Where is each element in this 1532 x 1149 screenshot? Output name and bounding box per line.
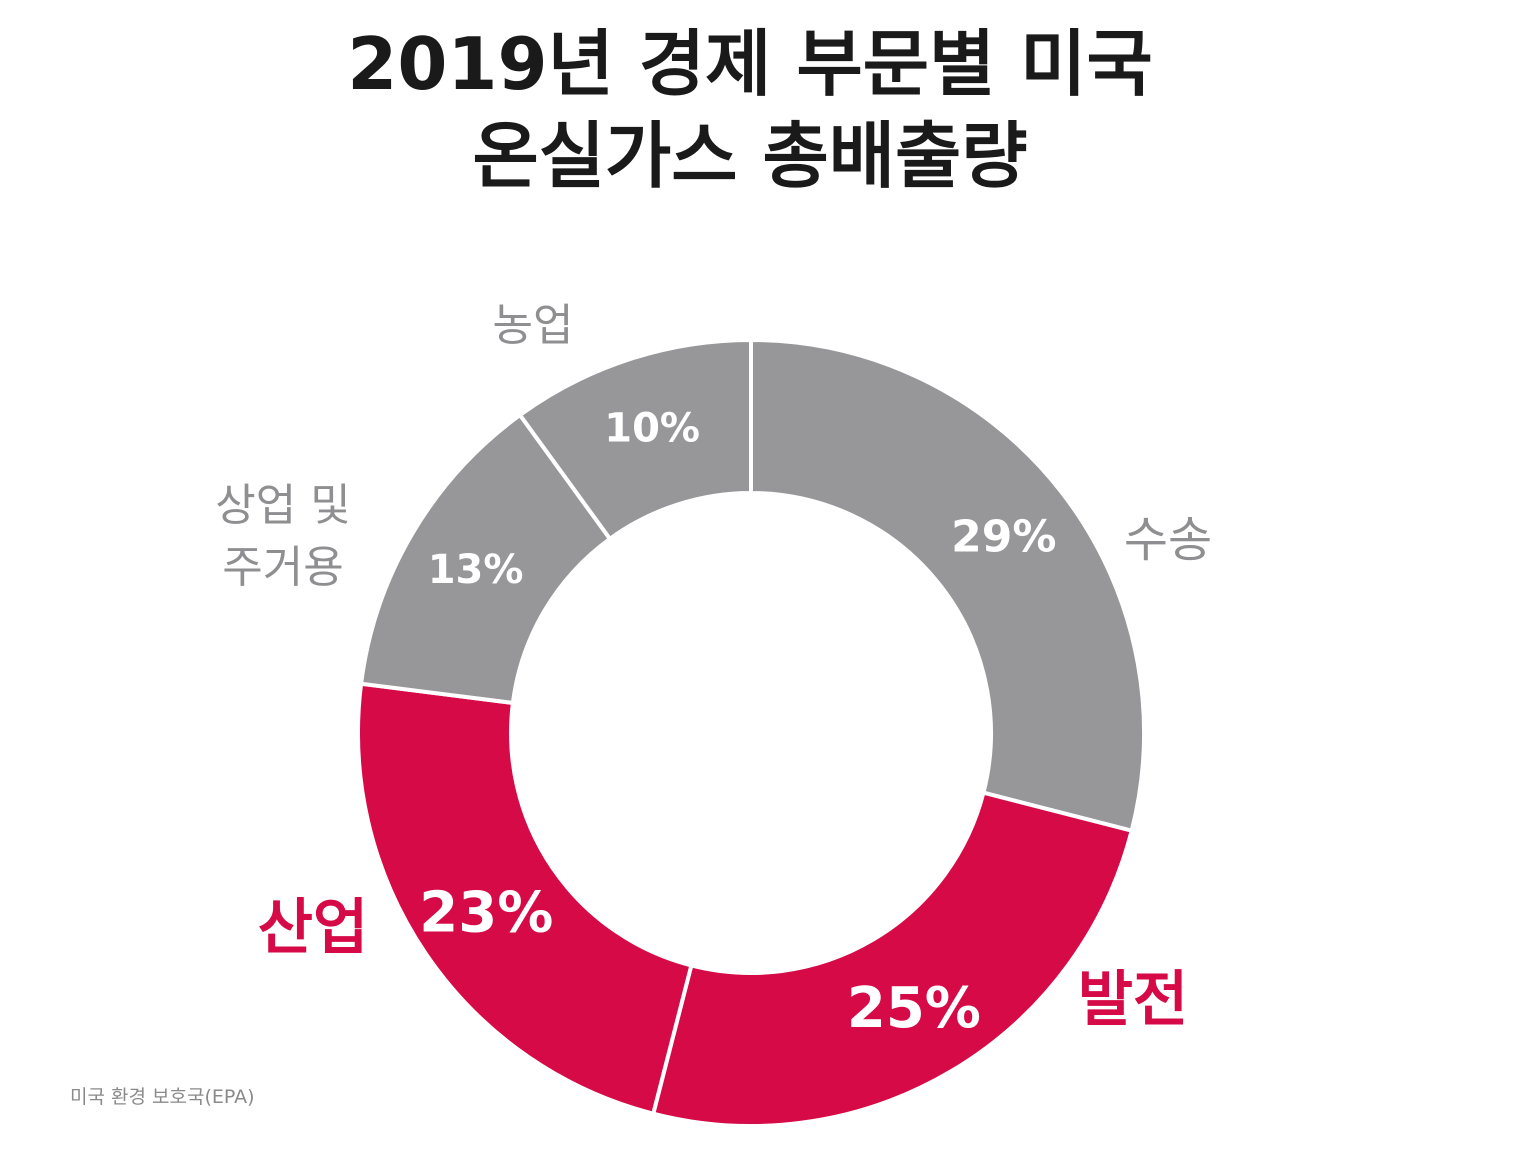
slice-category-label-line: 수송 bbox=[1124, 512, 1212, 568]
slice-category-label-line: 주거용 bbox=[222, 542, 343, 593]
slice-category-label-5: 농업 bbox=[493, 300, 574, 351]
slice-percent-label-5: 10% bbox=[604, 406, 700, 452]
slice-category-label-3: 산업 bbox=[258, 893, 368, 963]
slice-category-label-line: 상업 및 bbox=[215, 480, 350, 531]
slice-category-label-line: 농업 bbox=[493, 300, 574, 351]
slice-category-label-1: 수송 bbox=[1124, 512, 1212, 568]
donut-slice-5 bbox=[517, 337, 753, 542]
donut-slice-1 bbox=[749, 337, 1146, 834]
slice-percent-label-3: 23% bbox=[419, 880, 553, 945]
donut-slice-3 bbox=[356, 681, 694, 1117]
slice-category-label-line: 산업 bbox=[258, 893, 368, 963]
slice-percent-label-1: 29% bbox=[951, 511, 1056, 562]
slice-percent-label-2: 25% bbox=[847, 976, 981, 1041]
slice-category-label-2: 발전 bbox=[1078, 965, 1188, 1035]
chart-title: 2019년 경제 부문별 미국 온실가스 총배출량 bbox=[0, 18, 1500, 202]
chart-title-line-2: 온실가스 총배출량 bbox=[472, 114, 1028, 198]
source-note: 미국 환경 보호국(EPA) bbox=[70, 1086, 255, 1108]
chart-title-line-1: 2019년 경제 부문별 미국 bbox=[347, 22, 1153, 106]
slice-category-label-line: 발전 bbox=[1078, 965, 1188, 1035]
slice-percent-label-4: 13% bbox=[428, 547, 524, 593]
donut-slice-2 bbox=[650, 790, 1135, 1128]
